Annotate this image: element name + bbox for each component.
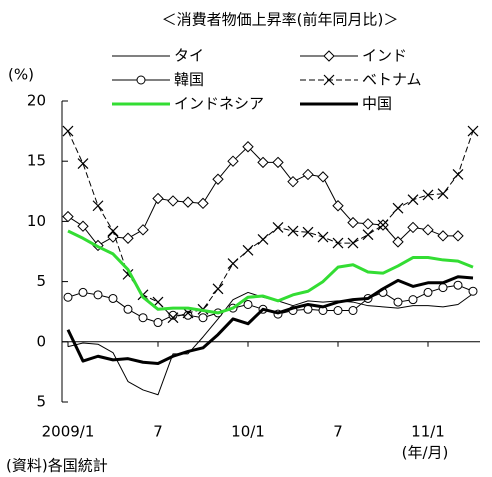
y-tick-label: 5	[36, 272, 46, 290]
circle-marker	[108, 293, 118, 303]
y-axis-label: (%)	[8, 66, 34, 84]
x-marker	[242, 244, 254, 256]
diamond-marker	[287, 175, 299, 188]
x-tick-label: 10/1	[231, 423, 265, 441]
diamond-marker	[323, 50, 335, 62]
diamond-marker	[392, 236, 404, 248]
circle-marker	[183, 310, 193, 320]
x-marker	[392, 202, 404, 214]
diamond-marker	[182, 196, 194, 208]
x-marker	[257, 234, 269, 245]
source: (資料)各国統計	[6, 457, 108, 475]
diamond-marker	[332, 200, 344, 212]
circle-marker	[93, 290, 103, 300]
diamond-marker	[212, 173, 224, 185]
y-tick-label: 10	[27, 212, 46, 230]
x-marker	[437, 188, 449, 200]
circle-marker	[138, 313, 148, 323]
diamond-marker	[62, 210, 74, 223]
circle-marker	[153, 318, 163, 328]
diamond-marker	[257, 156, 269, 169]
circle-marker	[438, 283, 448, 293]
diamond-marker	[302, 168, 314, 181]
diamond-marker	[167, 195, 179, 207]
diamond-marker	[242, 141, 254, 153]
diamond-marker	[272, 156, 284, 169]
x-marker	[422, 189, 434, 201]
x-marker	[323, 74, 335, 86]
circle-marker	[453, 280, 463, 290]
circle-marker	[78, 287, 88, 297]
legend-label: 中国	[362, 95, 392, 113]
x-tick-label: 11/1	[411, 423, 445, 441]
x-marker	[362, 229, 374, 241]
x-marker	[62, 125, 74, 137]
x-tick-label: 2009/1	[42, 423, 95, 441]
x-marker	[212, 283, 224, 295]
legend-label: インドネシア	[174, 95, 264, 113]
series-line	[66, 275, 474, 365]
legend-label: 韓国	[174, 71, 204, 89]
circle-marker	[243, 299, 253, 309]
diamond-marker	[122, 232, 134, 244]
x-marker	[317, 231, 329, 243]
x-marker	[77, 158, 89, 170]
series-line	[67, 229, 474, 315]
x-tick-label: 7	[333, 423, 343, 441]
legend-label: ベトナム	[362, 71, 422, 89]
y-tick-label: 15	[27, 152, 46, 170]
circle-marker	[198, 313, 208, 323]
legend-label: インド	[362, 47, 407, 65]
x-marker	[272, 221, 284, 233]
x-marker	[227, 258, 239, 269]
y-tick-label: 0	[36, 332, 46, 350]
x-marker	[332, 237, 344, 249]
circle-marker	[136, 75, 146, 85]
x-marker	[107, 225, 119, 237]
chart-title: ＜消費者物価上昇率(前年同月比)＞	[162, 11, 399, 29]
series-line	[67, 130, 474, 319]
diamond-marker	[77, 220, 89, 232]
circle-marker	[123, 304, 133, 314]
diamond-marker	[362, 218, 374, 230]
x-marker	[92, 200, 104, 212]
x-marker	[302, 226, 314, 238]
diamond-marker	[422, 224, 434, 236]
diamond-marker	[407, 221, 419, 234]
y-tick-label: 20	[27, 92, 46, 110]
diamond-marker	[347, 216, 359, 229]
circle-marker	[348, 305, 358, 315]
x-axis-label: (年/月)	[402, 444, 449, 462]
circle-marker	[408, 295, 418, 305]
x-marker	[347, 237, 359, 249]
diamond-marker	[437, 230, 449, 242]
y-tick-label: 5	[36, 393, 46, 411]
x-marker	[407, 194, 419, 206]
x-marker	[287, 225, 299, 237]
x-marker	[167, 312, 179, 324]
legend-label: タイ	[174, 47, 204, 65]
circle-marker	[333, 305, 343, 315]
x-tick-label: 7	[153, 423, 163, 441]
diamond-marker	[452, 230, 464, 242]
circle-marker	[423, 287, 433, 297]
diamond-marker	[317, 171, 329, 183]
circle-marker	[63, 292, 73, 302]
diamond-marker	[227, 155, 239, 167]
circle-marker	[468, 286, 478, 296]
x-marker	[377, 219, 389, 231]
diamond-marker	[137, 224, 149, 236]
x-marker	[452, 169, 464, 180]
circle-marker	[393, 297, 403, 307]
diamond-marker	[152, 192, 164, 205]
diamond-marker	[197, 197, 209, 210]
x-marker	[467, 125, 479, 137]
